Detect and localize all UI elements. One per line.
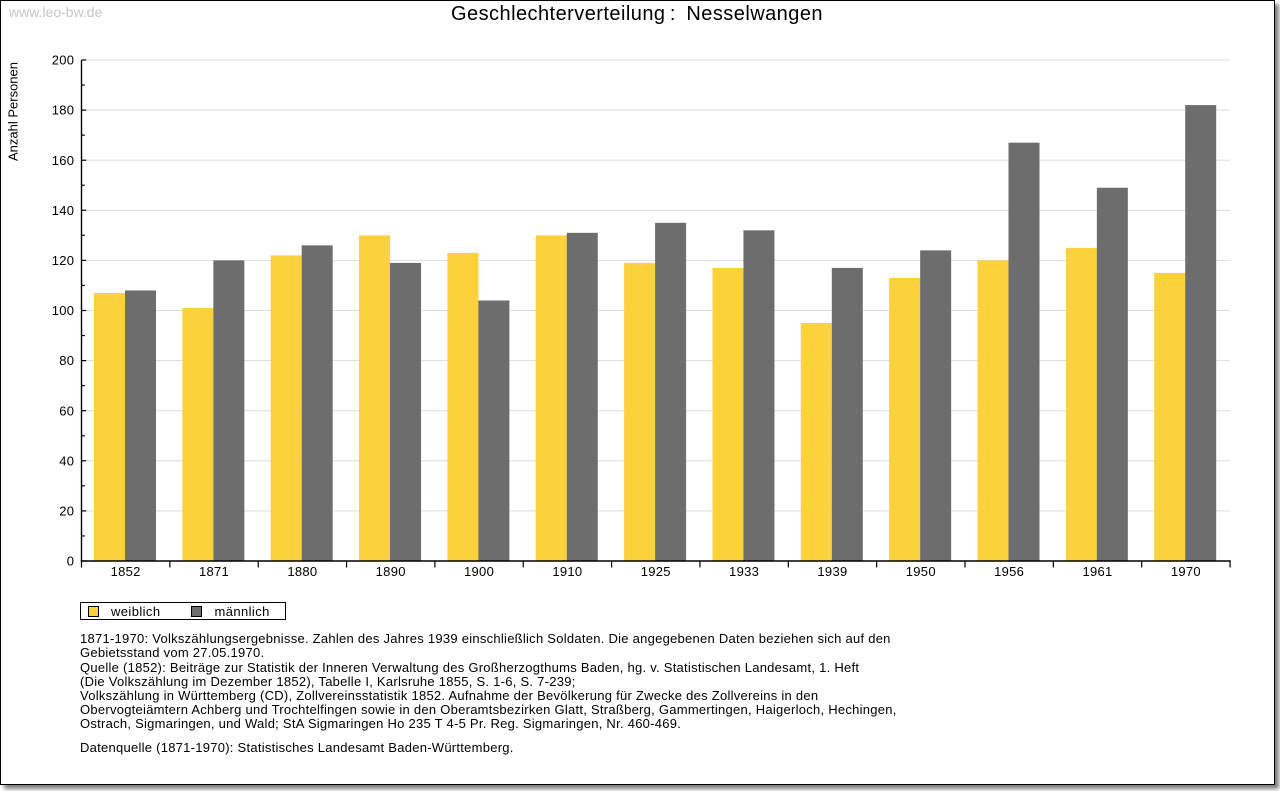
svg-text:1871: 1871 <box>199 564 229 579</box>
svg-text:1961: 1961 <box>1082 564 1112 579</box>
svg-text:1925: 1925 <box>641 564 671 579</box>
svg-text:180: 180 <box>52 103 75 118</box>
svg-text:1900: 1900 <box>464 564 494 579</box>
svg-text:1970: 1970 <box>1171 564 1201 579</box>
svg-text:1852: 1852 <box>111 564 141 579</box>
svg-text:1939: 1939 <box>817 564 847 579</box>
svg-text:160: 160 <box>52 153 75 168</box>
svg-text:100: 100 <box>52 303 75 318</box>
svg-text:20: 20 <box>59 504 74 519</box>
svg-text:140: 140 <box>52 203 75 218</box>
svg-text:1933: 1933 <box>729 564 759 579</box>
svg-text:120: 120 <box>52 253 75 268</box>
svg-text:0: 0 <box>67 554 75 569</box>
svg-text:60: 60 <box>59 403 74 418</box>
svg-text:1950: 1950 <box>906 564 936 579</box>
svg-text:1910: 1910 <box>552 564 582 579</box>
svg-text:40: 40 <box>59 453 74 468</box>
svg-text:1956: 1956 <box>994 564 1024 579</box>
svg-text:1880: 1880 <box>287 564 317 579</box>
svg-text:200: 200 <box>52 53 75 68</box>
svg-text:80: 80 <box>59 353 74 368</box>
svg-text:1890: 1890 <box>376 564 406 579</box>
